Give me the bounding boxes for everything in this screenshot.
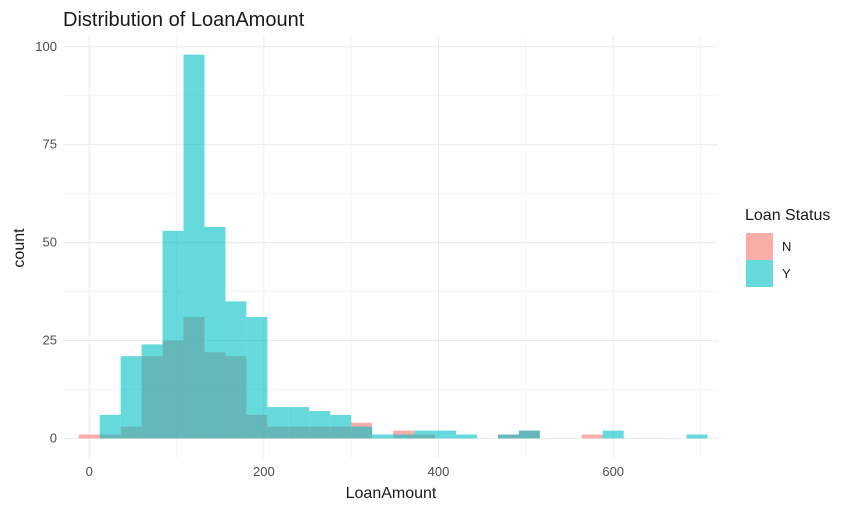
y-axis-ticks: 0 25 50 75 100 [35,39,57,446]
bar-y [518,430,540,439]
legend-swatch-y [746,260,773,287]
y-tick-label: 25 [43,333,57,348]
bar-y [141,344,163,439]
bar-y [204,226,226,439]
y-tick-label: 0 [50,430,57,445]
x-axis-title: LoanAmount [346,485,437,502]
bar-y [414,430,436,439]
bar-y [393,434,415,439]
y-tick-label: 100 [35,39,57,54]
bar-y [246,317,268,439]
x-tick-label: 200 [253,464,275,479]
bar-y [330,414,352,439]
bar-n [581,434,603,439]
y-axis-title: count [11,228,28,268]
legend: Loan Status NY [745,207,830,287]
bar-y [288,407,310,439]
bar-n [78,434,100,439]
bar-y [372,434,394,439]
legend-label-n: N [782,239,791,254]
bar-y [497,434,519,439]
bar-y [602,430,624,439]
bar-y [456,434,477,439]
legend-label-y: Y [782,266,791,281]
bar-y [183,54,205,439]
bar-y [120,356,142,439]
y-tick-label: 50 [43,235,57,250]
bar-y [225,301,247,439]
bar-y [99,414,121,439]
chart-title: Distribution of LoanAmount [63,9,305,31]
y-tick-label: 75 [43,137,57,152]
legend-swatch-n [746,233,773,260]
bar-y [162,230,184,439]
bar-y [435,430,456,439]
series-y-bars [99,54,708,439]
bar-y [267,407,289,439]
x-tick-label: 0 [86,464,93,479]
x-axis-ticks: 0 200 400 600 [86,464,624,479]
x-tick-label: 400 [428,464,450,479]
bar-y [351,426,373,439]
bar-y [309,411,331,439]
bar-y [686,434,708,439]
x-tick-label: 600 [602,464,624,479]
legend-title: Loan Status [745,207,830,224]
